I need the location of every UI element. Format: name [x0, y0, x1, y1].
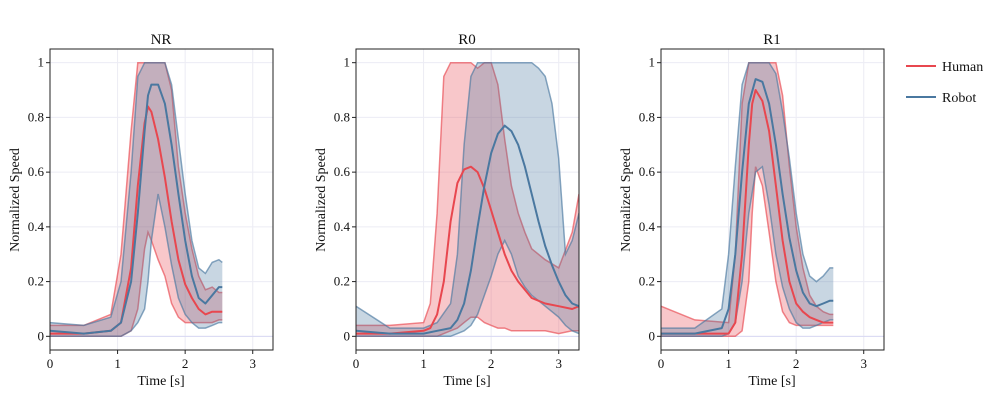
upper-line-robot — [661, 61, 834, 329]
panel-title: R1 — [763, 32, 781, 48]
y-tick-label: 0 — [38, 328, 45, 343]
plot-frame — [355, 48, 580, 351]
y-tick-label: 0.2 — [334, 274, 350, 289]
lower-line-robot — [50, 193, 223, 338]
upper-line-robot — [50, 61, 223, 327]
y-tick-label: 0.8 — [28, 109, 44, 124]
y-tick-label: 0.8 — [639, 109, 655, 124]
y-tick-label: 0.2 — [639, 274, 655, 289]
y-tick-label: 0.4 — [334, 219, 351, 234]
y-tick-label: 0.4 — [28, 219, 45, 234]
mean-line-robot — [50, 83, 223, 335]
panel-title: R0 — [458, 32, 476, 48]
x-tick-label: 3 — [249, 356, 256, 371]
x-tick-label: 2 — [182, 356, 189, 371]
band-robot — [356, 62, 579, 337]
plot-frame — [660, 48, 885, 351]
band-human — [661, 62, 834, 337]
x-tick-label: 1 — [420, 356, 427, 371]
mean-line-human — [661, 89, 834, 335]
mean-line-robot — [356, 124, 579, 335]
x-tick-label: 0 — [47, 356, 54, 371]
plot-frame — [49, 48, 274, 351]
x-tick-label: 2 — [488, 356, 495, 371]
y-tick-label: 0 — [649, 328, 656, 343]
x-tick-label: 1 — [725, 356, 732, 371]
upper-line-robot — [356, 61, 579, 329]
band-human — [356, 62, 579, 337]
x-tick-label: 0 — [353, 356, 360, 371]
x-tick-label: 3 — [555, 356, 562, 371]
x-tick-label: 3 — [860, 356, 867, 371]
x-axis-label: Time [s] — [748, 374, 795, 389]
mean-line-robot — [661, 78, 834, 335]
plot-area — [356, 61, 579, 338]
plot-area — [661, 61, 834, 338]
y-tick-label: 0.6 — [334, 164, 351, 179]
legend: Human Robot — [906, 60, 983, 106]
y-tick-label: 0.4 — [639, 219, 656, 234]
panel-r0: R0 Time [s] Normalized Speed 0 1 2 3 0 0.2 0.4… — [314, 32, 580, 389]
panel-title: NR — [151, 32, 172, 48]
y-tick-label: 1 — [38, 55, 45, 70]
panel-nr: NR Time [s] Normalized Speed 0 1 2 3 0 0.2 0.4… — [8, 32, 274, 389]
plot-area — [50, 61, 223, 338]
x-axis-label: Time [s] — [443, 374, 490, 389]
lower-line-robot — [356, 238, 579, 338]
x-tick-label: 1 — [114, 356, 121, 371]
legend-label-human: Human — [942, 60, 983, 75]
y-tick-label: 1 — [649, 55, 656, 70]
y-axis-label: Normalized Speed — [314, 148, 329, 252]
x-axis-label: Time [s] — [137, 374, 184, 389]
y-tick-label: 1 — [344, 55, 351, 70]
y-axis-label: Normalized Speed — [619, 148, 634, 252]
y-tick-label: 0.2 — [28, 274, 44, 289]
y-tick-label: 0.6 — [639, 164, 656, 179]
y-tick-label: 0.8 — [334, 109, 350, 124]
x-tick-label: 0 — [658, 356, 665, 371]
legend-label-robot: Robot — [942, 91, 976, 106]
y-tick-label: 0 — [344, 328, 351, 343]
y-axis-label: Normalized Speed — [8, 148, 23, 252]
panel-r1: R1 Time [s] Normalized Speed 0 1 2 3 0 0.2 0.4… — [619, 32, 885, 389]
y-tick-label: 0.6 — [28, 164, 45, 179]
band-robot — [661, 62, 834, 337]
x-tick-label: 2 — [793, 356, 800, 371]
